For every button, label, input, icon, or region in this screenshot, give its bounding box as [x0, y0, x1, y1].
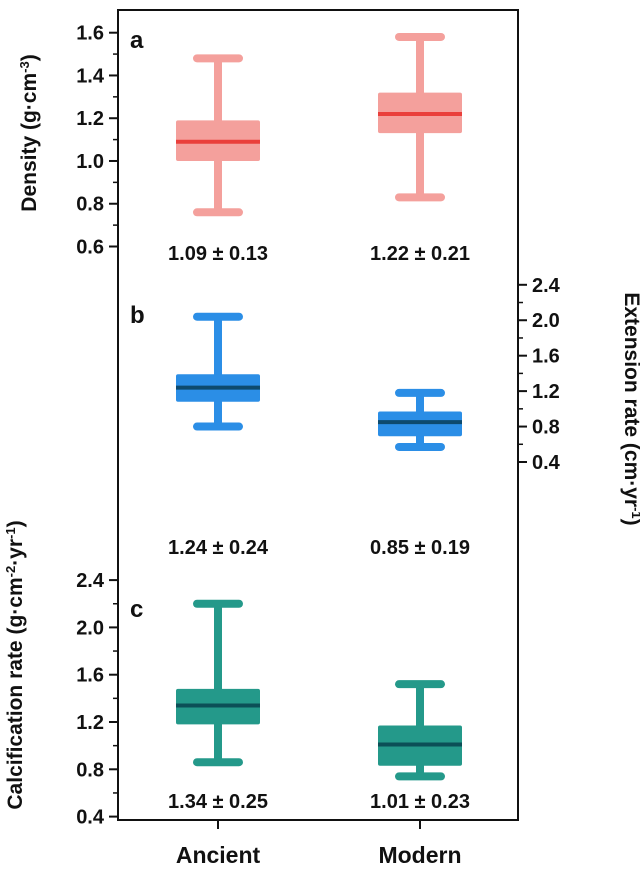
- panel-label: b: [130, 302, 145, 329]
- tick-label: 2.4: [532, 275, 561, 297]
- summary-label: 1.09 ± 0.13: [168, 243, 268, 265]
- y-axis-title: Extension rate (cm·yr-1): [620, 292, 640, 525]
- tick-label: 1.2: [76, 712, 104, 734]
- box-b-modern: 0.85 ± 0.19: [370, 388, 470, 559]
- summary-label: 1.01 ± 0.23: [370, 791, 470, 813]
- tick-label: 1.6: [532, 346, 560, 368]
- box-c-modern: 1.01 ± 0.23: [370, 680, 470, 813]
- panel-label: a: [130, 27, 144, 54]
- tick-label: 1.2: [76, 108, 104, 130]
- panel-a: a 0.6 0.8 1.0 1.2 1.4 1.6 Density (g·cm-3) 1.09 …: [17, 23, 470, 265]
- y-axis-title: Calcification rate (g·cm-2·yr-1): [3, 520, 28, 809]
- tick-label: 1.4: [76, 65, 105, 87]
- box-c-ancient: 1.34 ± 0.25: [168, 599, 268, 813]
- box-a-modern: 1.22 ± 0.21: [370, 32, 470, 265]
- tick-label: 2.4: [76, 570, 105, 592]
- tick-label: 0.8: [76, 759, 104, 781]
- summary-label: 1.34 ± 0.25: [168, 791, 268, 813]
- tick-label: 1.0: [76, 151, 104, 173]
- tick-label: 1.2: [532, 381, 560, 403]
- summary-label: 1.22 ± 0.21: [370, 243, 470, 265]
- tick-label: 1.6: [76, 665, 104, 687]
- box-b-ancient: 1.24 ± 0.24: [168, 312, 269, 559]
- tick-label: 0.8: [532, 417, 560, 439]
- panel-label: c: [130, 596, 143, 623]
- x-category-label: Modern: [378, 842, 461, 868]
- tick-label: 0.4: [532, 452, 561, 474]
- tick-label: 0.4: [76, 807, 105, 829]
- x-category-label: Ancient: [176, 842, 261, 868]
- summary-label: 1.24 ± 0.24: [168, 537, 269, 559]
- panel-c: c 0.4 0.8 1.2 1.6 2.0 2.4 Calcification rate (g…: [3, 520, 470, 828]
- box-a-ancient: 1.09 ± 0.13: [168, 54, 268, 265]
- tick-label: 0.8: [76, 194, 104, 216]
- panel-b: b 0.4 0.8 1.2 1.6 2.0 2.4 Extension rate (cm·yr…: [130, 275, 640, 559]
- y-axis-title: Density (g·cm-3): [17, 54, 42, 211]
- tick-label: 2.0: [76, 617, 104, 639]
- plot-frame: [117, 9, 519, 821]
- tick-label: 1.6: [76, 23, 104, 45]
- tick-label: 2.0: [532, 310, 560, 332]
- tick-label: 0.6: [76, 237, 104, 259]
- summary-label: 0.85 ± 0.19: [370, 537, 470, 559]
